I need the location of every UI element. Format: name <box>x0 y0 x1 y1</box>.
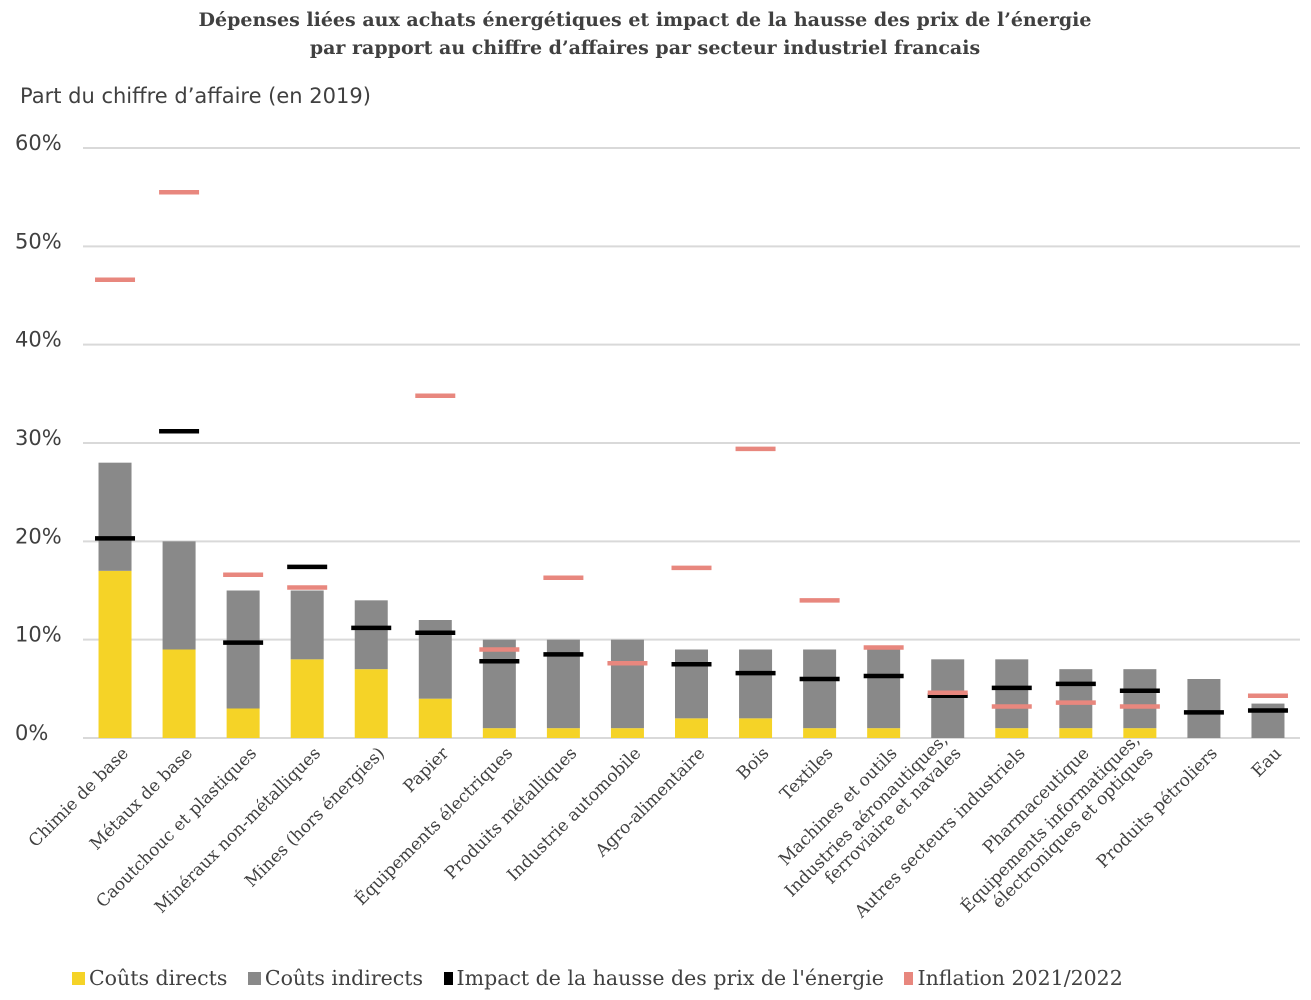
bar-indirect-costs <box>226 590 260 709</box>
bar-indirect-costs <box>739 649 773 719</box>
bar-direct-costs <box>162 649 196 738</box>
legend-label-indirect: Coûts indirects <box>264 966 424 990</box>
x-tick-label-line: Équipements informatiques, <box>957 729 1145 917</box>
bar-direct-costs <box>675 718 708 738</box>
legend-swatch-direct <box>72 972 85 985</box>
bar-direct-costs <box>1123 728 1157 738</box>
legend-label-direct: Coûts directs <box>89 966 228 990</box>
bar-direct-costs <box>290 659 324 738</box>
y-tick-label: 30% <box>15 426 62 450</box>
bar-direct-costs <box>418 698 452 738</box>
bar-direct-costs <box>867 728 901 738</box>
bars <box>98 462 1285 738</box>
legend-label-impact: Impact de la hausse des prix de l'énergi… <box>456 966 884 990</box>
bar-direct-costs <box>98 570 132 738</box>
legend-item-inflation: Inflation 2021/2022 <box>904 966 1123 990</box>
bar-indirect-costs <box>803 649 837 729</box>
bar-direct-costs <box>803 728 837 738</box>
legend-swatch-indirect <box>247 972 261 985</box>
bar-direct-costs <box>1059 728 1093 738</box>
legend-swatch-impact <box>443 972 453 985</box>
bar-indirect-costs <box>931 659 965 738</box>
legend-item-impact: Impact de la hausse des prix de l'énergi… <box>443 966 884 990</box>
x-tick-label-line: Bois <box>733 744 773 784</box>
markers <box>95 190 1288 715</box>
x-tick-label-line: Papier <box>400 743 454 797</box>
bar-indirect-costs <box>1059 669 1093 729</box>
legend-item-indirect: Coûts indirects <box>247 966 424 990</box>
bar-indirect-costs <box>354 600 388 670</box>
bar-direct-costs <box>546 728 580 738</box>
x-tick-label-line: Industries aéronautiques, <box>781 730 952 901</box>
bar-direct-costs <box>610 728 644 738</box>
x-tick-label-line: Eau <box>1248 744 1286 782</box>
legend: Coûts directs Coûts indirects Impact de … <box>72 966 1137 990</box>
y-tick-label: 20% <box>15 524 62 548</box>
bar-indirect-costs <box>98 462 132 571</box>
bar-indirect-costs <box>290 590 324 660</box>
bar-indirect-costs <box>995 659 1029 729</box>
bar-indirect-costs <box>482 639 516 729</box>
bar-indirect-costs <box>867 649 901 729</box>
bar-direct-costs <box>995 728 1029 738</box>
bar-direct-costs <box>739 718 773 738</box>
y-tick-label: 0% <box>15 721 48 745</box>
y-tick-label: 10% <box>15 623 62 647</box>
bar-direct-costs <box>482 728 516 738</box>
bar-indirect-costs <box>1123 669 1157 729</box>
bar-indirect-costs <box>675 649 708 719</box>
x-tick-label-line: Agro-alimentaire <box>591 744 709 862</box>
chart-title: Dépenses liées aux achats énergétiques e… <box>0 6 1290 62</box>
chart-title-line-1: Dépenses liées aux achats énergétiques e… <box>198 9 1092 31</box>
x-tick-label: Papier <box>400 743 454 797</box>
y-tick-labels: 0% 10% 20% 30% 40% 50% 60% <box>15 131 62 745</box>
x-tick-label: Agro-alimentaire <box>591 744 709 862</box>
chart-title-line-2: par rapport au chiffre d’affaires par se… <box>309 37 981 59</box>
chart-plot: 0% 10% 20% 30% 40% 50% 60% Chimie de baseMétau… <box>15 131 1300 923</box>
bar-direct-costs <box>226 708 260 738</box>
bar-indirect-costs <box>610 639 644 729</box>
legend-item-direct: Coûts directs <box>72 966 227 990</box>
y-axis-label: Part du chiffre d’affaire (en 2019) <box>20 84 371 108</box>
bar-direct-costs <box>354 669 388 738</box>
x-tick-label: Textiles <box>776 744 837 805</box>
x-tick-label: Eau <box>1248 744 1286 782</box>
y-tick-label: 50% <box>15 229 62 253</box>
x-tick-label-line: Textiles <box>776 744 837 805</box>
bar-indirect-costs <box>162 541 196 650</box>
legend-label-inflation: Inflation 2021/2022 <box>917 966 1123 990</box>
bar-indirect-costs <box>1187 679 1221 738</box>
legend-swatch-inflation <box>904 972 914 985</box>
y-tick-label: 40% <box>15 328 62 352</box>
y-tick-label: 60% <box>15 131 62 155</box>
x-tick-label: Bois <box>733 744 773 784</box>
